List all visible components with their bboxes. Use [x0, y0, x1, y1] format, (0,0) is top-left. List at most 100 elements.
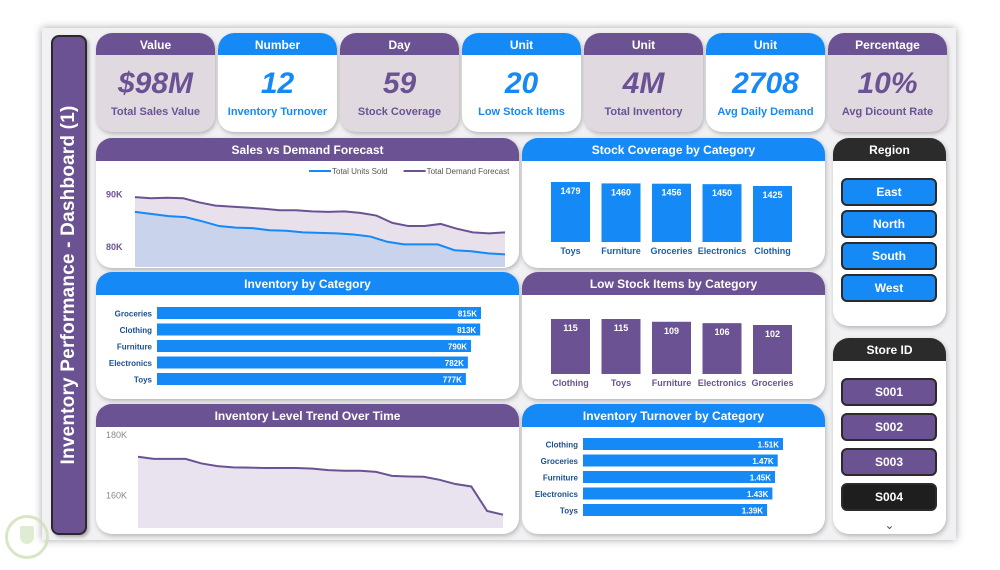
data-label: 109 [664, 326, 679, 336]
watermark-logo-icon [5, 515, 49, 559]
store-slicer-option[interactable]: S004 [841, 483, 937, 511]
category-label: Toys [560, 507, 579, 516]
data-label: 790K [448, 343, 467, 352]
bar [583, 487, 773, 500]
bar [583, 438, 783, 450]
category-label: Groceries [751, 378, 793, 388]
dashboard-title: Inventory Performance - Dashboard (1) [58, 105, 79, 465]
bar [702, 323, 742, 374]
region-slicer-option[interactable]: East [841, 178, 937, 206]
kpi-label: Avg Daily Demand [717, 106, 814, 118]
kpi-card: Day 59 Stock Coverage [340, 33, 459, 132]
panel-title: Sales vs Demand Forecast [96, 138, 519, 161]
series-line-inventory-level [137, 455, 504, 516]
store-slicer-option[interactable]: S003 [841, 448, 937, 476]
y-tick-label: 180K [106, 430, 127, 440]
bar [583, 454, 778, 467]
store-slicer-title: Store ID [833, 338, 946, 361]
kpi-label: Avg Dicount Rate [841, 106, 934, 118]
kpi-value: 4M [622, 67, 665, 100]
kpi-card: Unit 20 Low Stock Items [462, 33, 581, 132]
kpi-label: Total Sales Value [110, 106, 201, 118]
kpi-value: $98M [117, 67, 194, 100]
series-line-total-demand-forecast [134, 196, 506, 235]
kpi-header: Percentage [828, 33, 947, 55]
category-label: Furniture [117, 343, 153, 352]
sales-vs-demand-panel: Sales vs Demand Forecast 90K 80K Total Uni… [96, 138, 519, 268]
panel-title: Inventory Level Trend Over Time [96, 404, 519, 427]
y-tick-label: 160K [106, 491, 127, 501]
data-label: 1460 [611, 187, 631, 197]
kpi-value: 10% [857, 67, 918, 100]
store-slicer-option[interactable]: S002 [841, 413, 937, 441]
data-label: 1479 [560, 186, 580, 196]
kpi-header: Value [96, 33, 215, 55]
kpi-value: 59 [382, 67, 417, 100]
data-label: 1.51K [758, 441, 780, 450]
bar [157, 373, 466, 385]
bar [753, 186, 792, 242]
legend-label: Total Units Sold [332, 167, 388, 176]
inventory-trend-panel: Inventory Level Trend Over Time 180K 160K [96, 404, 519, 534]
chevron-down-icon[interactable]: ⌄ [884, 518, 895, 532]
category-label: Toys [611, 378, 631, 388]
data-label: 106 [714, 327, 729, 337]
region-slicer-option[interactable]: North [841, 210, 937, 238]
kpi-card: Percentage 10% Avg Dicount Rate [828, 33, 947, 132]
kpi-value: 12 [260, 67, 295, 100]
data-label: 777K [443, 376, 462, 385]
panel-title: Inventory by Category [96, 272, 519, 295]
series-line-total-units-sold [134, 210, 506, 256]
bar [702, 184, 742, 242]
data-label: 115 [614, 323, 629, 333]
dashboard-title-banner: Inventory Performance - Dashboard (1) [51, 35, 87, 535]
series-area [138, 456, 503, 528]
bar [753, 325, 792, 374]
bar [551, 182, 590, 242]
kpi-card: Unit 4M Total Inventory [584, 33, 703, 132]
kpi-header: Unit [584, 33, 703, 55]
category-label: Clothing [120, 326, 153, 335]
bar [601, 319, 641, 374]
data-label: 815K [458, 310, 477, 319]
category-label: Toys [560, 246, 580, 256]
bar [601, 183, 641, 242]
stock-coverage-chart: 1479 Toys 1460 Furniture 1456 Groceries 1450 El… [551, 182, 792, 256]
data-label: 813K [457, 326, 476, 335]
inventory-turnover-panel: Inventory Turnover by Category 1.51K Clot… [522, 404, 825, 534]
panel-title: Stock Coverage by Category [522, 138, 825, 161]
category-label: Groceries [541, 457, 579, 466]
region-slicer-option[interactable]: South [841, 242, 937, 270]
bar [551, 319, 590, 374]
region-slicer: Region East North South West [833, 138, 946, 326]
store-id-slicer: Store ID S001 S002 S003 S004 ⌄ [833, 338, 946, 534]
data-label: 1456 [661, 188, 681, 198]
data-label: 1.43K [747, 490, 769, 499]
category-label: Clothing [552, 378, 589, 388]
region-slicer-option[interactable]: West [841, 274, 937, 302]
y-tick-label: 90K [106, 190, 123, 200]
category-label: Electronics [698, 378, 747, 388]
kpi-label: Total Inventory [604, 106, 683, 118]
y-tick-label: 80K [106, 242, 123, 252]
category-label: Toys [134, 376, 153, 385]
data-label: 102 [765, 329, 780, 339]
data-label: 115 [563, 323, 578, 333]
bar [583, 504, 768, 516]
category-label: Furniture [652, 378, 692, 388]
kpi-header: Number [218, 33, 337, 55]
category-label: Clothing [546, 441, 579, 450]
bar [157, 356, 468, 369]
inventory-by-category-panel: Inventory by Category 815K Groceries 813K C… [96, 272, 519, 399]
kpi-label: Low Stock Items [478, 106, 565, 118]
kpi-card: Value $98M Total Sales Value [96, 33, 215, 132]
store-slicer-option[interactable]: S001 [841, 378, 937, 406]
kpi-value: 2708 [732, 67, 799, 100]
data-label: 1.47K [752, 457, 774, 466]
kpi-header: Unit [706, 33, 825, 55]
kpi-label: Stock Coverage [357, 106, 442, 118]
series-area [135, 211, 505, 267]
category-label: Furniture [543, 474, 579, 483]
bar [583, 471, 776, 483]
sales-vs-demand-chart: 90K 80K Total Units Sold Total Demand Forec… [106, 167, 510, 267]
